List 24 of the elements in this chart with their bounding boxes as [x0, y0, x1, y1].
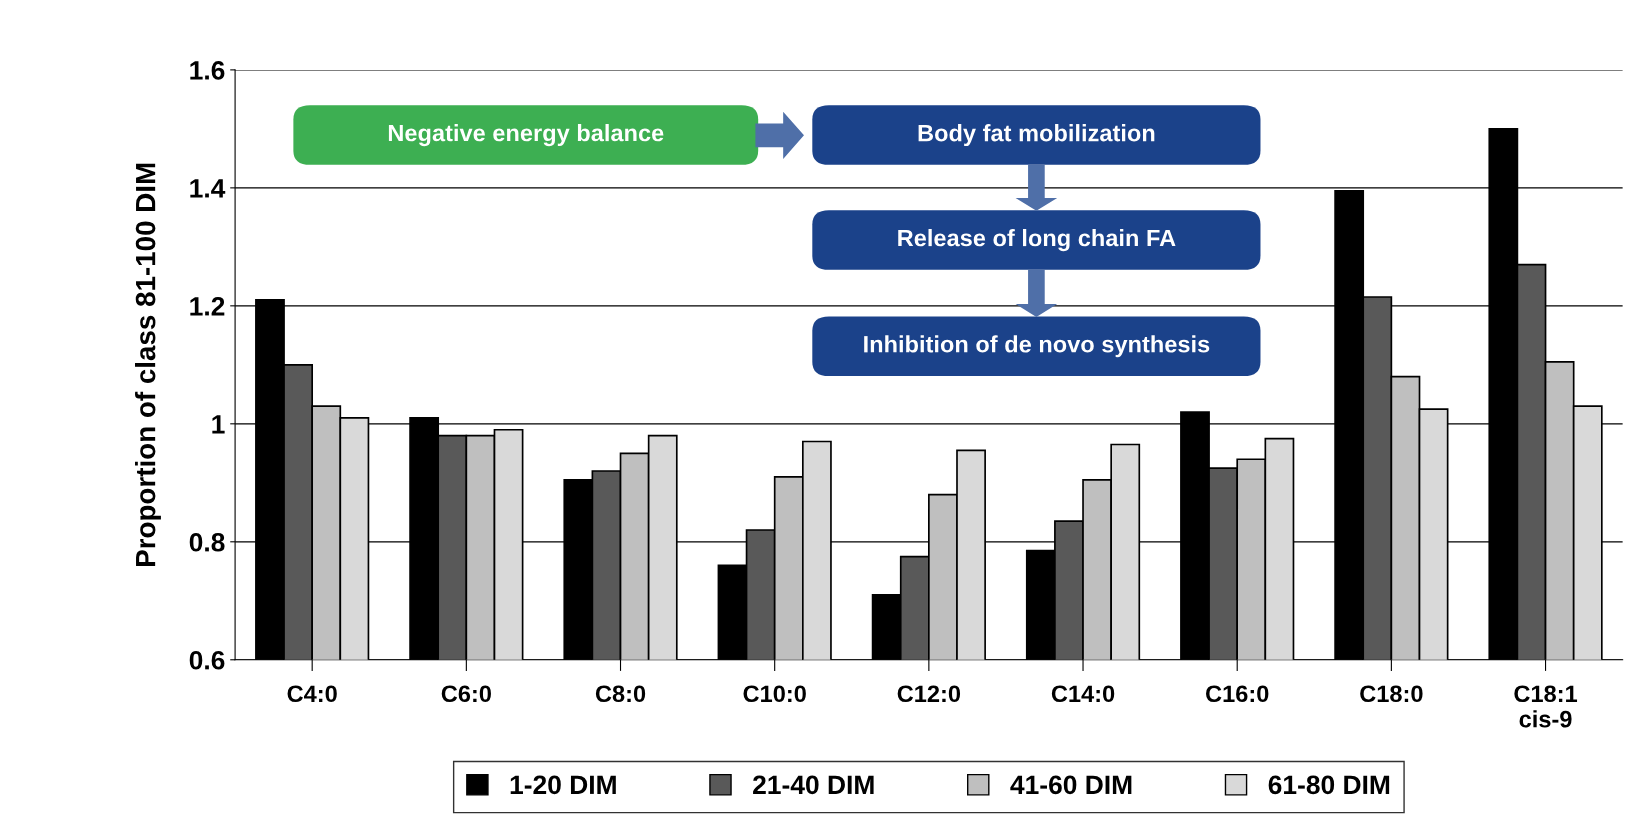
x-tick-label: C14:0: [1051, 685, 1115, 703]
x-tick-label: C18:0: [1360, 685, 1423, 703]
x-tick-label: C16:0: [1206, 685, 1269, 703]
x-tick-label: C4:0: [287, 685, 337, 703]
x-tick-label: C12:0: [897, 685, 961, 703]
annotation: Inhibition of de novo synthesis: [864, 335, 1210, 358]
annotation: Body fat mobilization: [918, 124, 1155, 147]
x-tick-label: C6:0: [441, 685, 491, 703]
y-tick-label: 1.2: [190, 296, 225, 316]
x-tick-label: C18:1 cis-9: [1514, 685, 1578, 728]
y-axis-title: Proportion of class 81-100 DIM: [135, 163, 161, 566]
annotation: Release of long chain FA: [898, 229, 1176, 252]
legend-label: 41-60 DIM: [1010, 775, 1132, 795]
annotation: Negative energy balance: [388, 124, 664, 147]
legend-label: 1-20 DIM: [510, 775, 616, 795]
legend-label: 21-40 DIM: [753, 775, 874, 795]
y-tick-label: 1: [212, 415, 225, 434]
y-tick-label: 1.4: [190, 179, 226, 198]
y-tick-label: 1.6: [190, 61, 225, 80]
x-tick-label: C10:0: [743, 685, 806, 703]
y-tick-label: 0.6: [189, 650, 225, 670]
y-tick-label: 0.8: [189, 532, 225, 552]
legend-label: 61-80 DIM: [1268, 775, 1390, 795]
x-tick-label: C8:0: [595, 685, 646, 703]
